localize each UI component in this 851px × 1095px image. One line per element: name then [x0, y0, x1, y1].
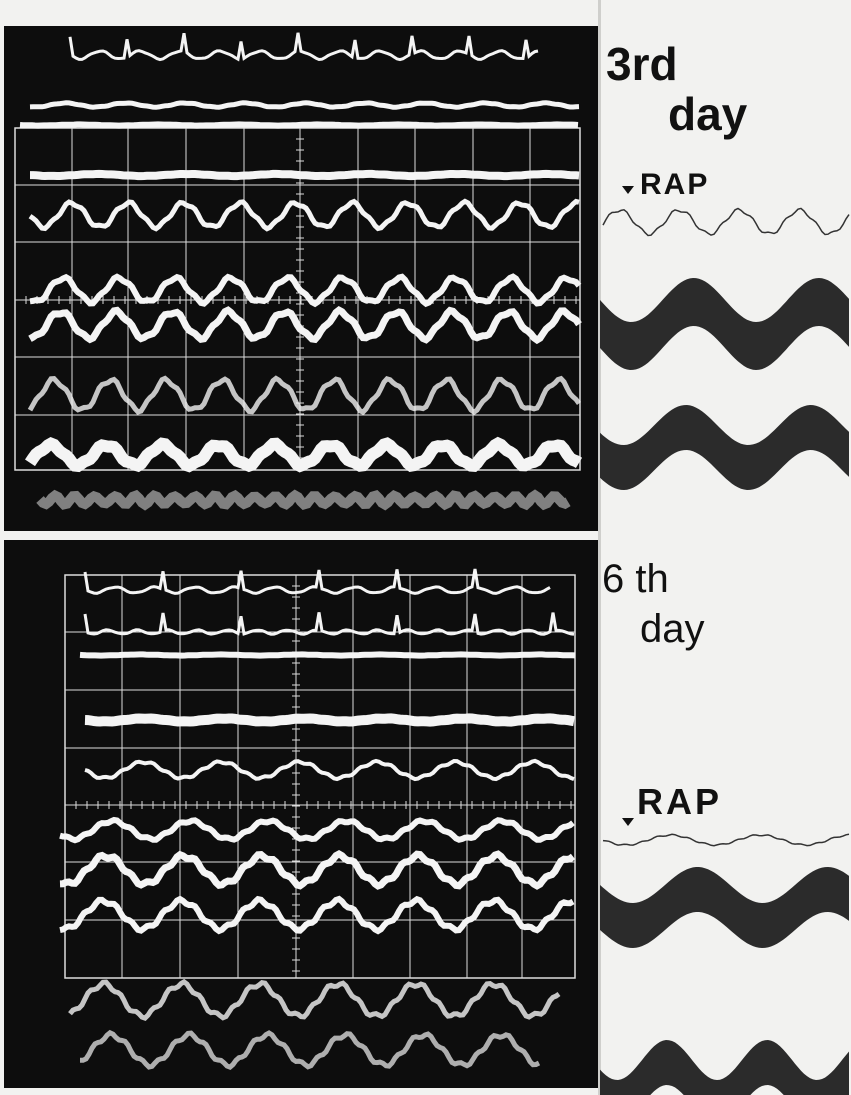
figure: 3rd day RAP 6 th day RAP	[0, 0, 851, 1095]
panel-title: 3rd	[606, 38, 678, 90]
panel-title: day	[640, 607, 705, 651]
page: 3rd day RAP 6 th day RAP (() => { const …	[0, 0, 851, 1095]
trace	[85, 718, 574, 721]
column-divider	[598, 0, 601, 1095]
trace-label: RAP	[637, 781, 722, 822]
trace	[20, 124, 578, 125]
trace	[30, 174, 579, 176]
panel-title: day	[668, 88, 748, 140]
trace-label: RAP	[640, 168, 709, 201]
oscilloscope-panel-bottom	[4, 540, 598, 1088]
trace	[80, 654, 575, 655]
panel-title: 6 th	[602, 557, 669, 601]
